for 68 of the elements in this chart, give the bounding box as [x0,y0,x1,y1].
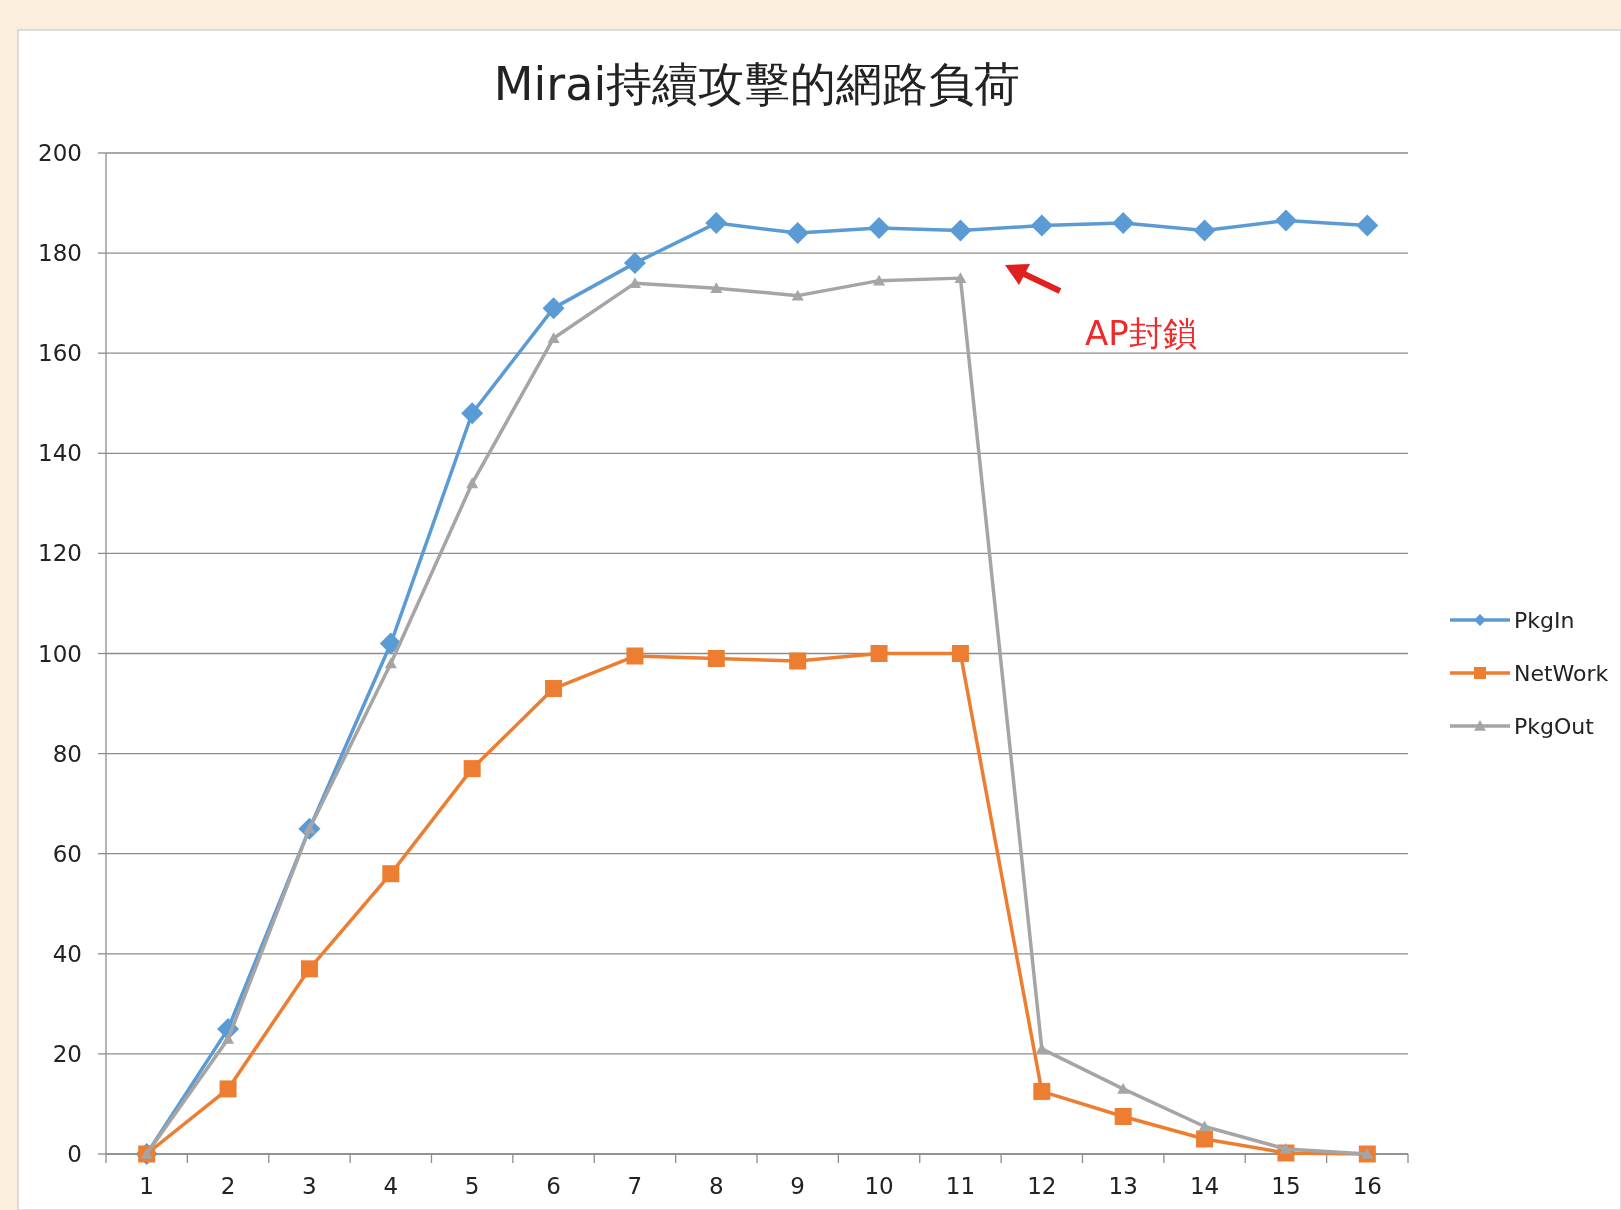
point [954,272,967,283]
x-tick-label: 2 [220,1173,236,1199]
x-tick-label: 3 [302,1173,317,1199]
point [382,865,400,883]
point [466,477,479,489]
point [1198,1120,1211,1132]
point [1112,212,1135,235]
y-tick-label: 160 [38,340,82,367]
chart-title: Mirai持續攻擊的網路負荷 [493,57,1021,111]
legend-label: PkgOut [1514,714,1595,739]
x-tick-label: 14 [1189,1173,1220,1199]
y-tick-label: 60 [52,840,82,867]
x-tick-label: 9 [790,1173,806,1199]
point [384,657,397,669]
point [547,332,560,343]
point [705,212,728,235]
point [1196,1130,1214,1148]
annotation: AP封鎖 [1085,313,1197,353]
point [1193,219,1216,242]
legend-label: NetWork [1514,661,1609,686]
x-tick-label: 16 [1352,1173,1382,1199]
y-tick-label: 200 [38,140,82,166]
point [222,1032,235,1044]
point [873,274,886,286]
point [542,297,565,320]
y-tick-label: 120 [38,540,82,567]
point [461,402,484,425]
point [463,760,481,778]
y-tick-label: 140 [38,440,82,467]
point [949,219,972,242]
point [1274,209,1297,232]
point [791,289,804,301]
point [545,680,563,698]
point [786,222,809,245]
x-tick-label: 4 [383,1173,399,1199]
x-tick-label: 11 [945,1173,976,1199]
x-tick-label: 8 [708,1173,724,1199]
y-tick-label: 0 [67,1141,82,1167]
y-tick-label: 20 [52,1040,82,1067]
point [1033,1082,1051,1100]
point [300,960,318,978]
point [623,252,646,275]
point [868,217,891,240]
legend-label: PkgIn [1514,608,1575,633]
point [951,645,969,662]
point [870,645,888,662]
point [626,647,644,665]
x-tick-label: 7 [627,1173,643,1199]
point [379,632,402,655]
point [219,1080,237,1098]
x-tick-label: 1 [139,1173,155,1199]
x-tick-label: 12 [1027,1173,1057,1199]
point [710,282,723,293]
y-tick-label: 180 [38,240,82,267]
point [1117,1082,1130,1094]
point [707,650,725,668]
y-tick-label: 100 [38,640,82,667]
x-tick-label: 15 [1271,1173,1301,1199]
y-tick-label: 80 [52,740,82,767]
x-tick-label: 6 [546,1173,561,1199]
x-tick-label: 13 [1108,1173,1138,1199]
y-tick-label: 40 [52,940,82,967]
point [1356,214,1379,237]
point [1030,214,1053,237]
point [789,652,807,670]
x-tick-label: 10 [864,1173,894,1199]
x-tick-label: 5 [464,1173,480,1199]
point [1114,1107,1132,1125]
